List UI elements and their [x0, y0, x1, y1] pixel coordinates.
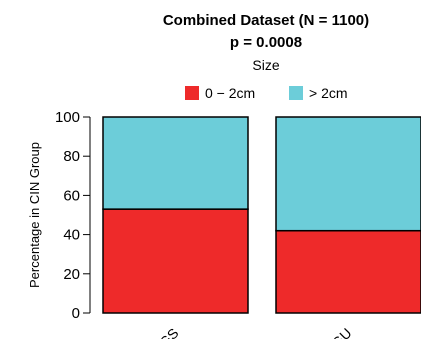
legend-label-small: 0 − 2cm — [205, 85, 255, 101]
y-axis: 0 20 40 60 80 100 — [55, 109, 91, 322]
y-axis-title: Percentage in CIN Group — [27, 142, 42, 288]
x-category-label: GU — [328, 325, 354, 339]
legend-title: Size — [252, 57, 279, 73]
legend-swatch-small — [185, 86, 199, 100]
x-axis-labels: GS GU — [156, 325, 355, 339]
y-tick-label: 80 — [63, 148, 80, 165]
chart-title: Combined Dataset (N = 1100) — [163, 12, 369, 29]
y-tick-label: 40 — [63, 227, 80, 244]
bars — [102, 116, 421, 314]
bar-gs-series-1 — [102, 116, 249, 210]
legend-swatch-large — [289, 86, 303, 100]
legend-label-large: > 2cm — [309, 85, 348, 101]
x-category-label: GS — [156, 325, 182, 339]
bar-gu-series-1 — [275, 116, 421, 232]
bar-gu-series-0 — [275, 229, 421, 314]
y-tick-label: 0 — [72, 305, 80, 322]
y-tick-label: 100 — [55, 109, 80, 126]
bar-gs-series-0 — [102, 208, 249, 314]
y-tick-label: 60 — [63, 187, 80, 204]
chart-subtitle: p = 0.0008 — [230, 34, 302, 51]
y-tick-label: 20 — [63, 266, 80, 283]
legend: 0 − 2cm > 2cm — [185, 85, 348, 101]
